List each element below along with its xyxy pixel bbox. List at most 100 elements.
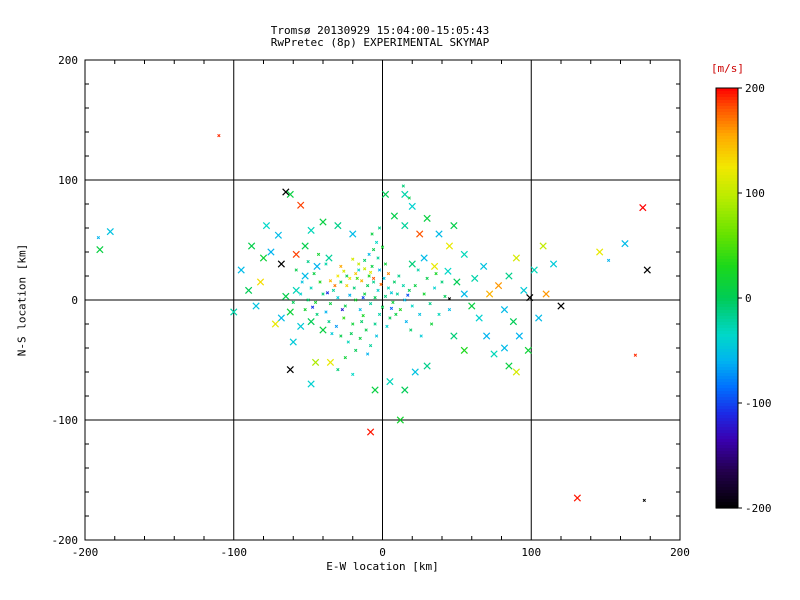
data-point (328, 301, 333, 306)
data-point (483, 332, 491, 340)
colorbar-segment (716, 163, 738, 167)
data-point (339, 264, 343, 269)
colorbar-segment (716, 253, 738, 257)
data-point (395, 292, 400, 296)
data-point (425, 276, 429, 281)
colorbar-segment (716, 265, 738, 269)
colorbar-segment (716, 418, 738, 422)
data-point (321, 292, 325, 296)
data-point (396, 416, 404, 424)
colorbar-segment (716, 211, 738, 215)
colorbar-segment (716, 130, 738, 134)
colorbar-segment (716, 232, 738, 236)
data-point (358, 307, 362, 312)
colorbar-segment (716, 298, 738, 302)
colorbar-segment (716, 340, 738, 344)
colorbar-segment (716, 463, 738, 467)
data-point (357, 268, 361, 272)
data-point (96, 235, 101, 240)
data-point (398, 307, 403, 312)
y-tick-label: 100 (58, 174, 78, 187)
data-point (324, 262, 328, 266)
colorbar-segment (716, 469, 738, 473)
colorbar-segment (716, 193, 738, 197)
data-point (357, 262, 361, 266)
colorbar-segment (716, 445, 738, 449)
data-point (460, 346, 468, 355)
data-point (389, 291, 394, 295)
colorbar-segment (716, 496, 738, 500)
data-point (383, 294, 388, 299)
data-point (429, 322, 434, 326)
data-point (319, 326, 327, 334)
data-point (306, 298, 310, 302)
colorbar-segment (716, 100, 738, 104)
colorbar-segment (716, 307, 738, 311)
colorbar-segment (716, 358, 738, 362)
colorbar-segment (716, 397, 738, 401)
colorbar-segment (716, 310, 738, 314)
data-point (422, 292, 426, 296)
colorbar-segment (716, 286, 738, 290)
colorbar-tick-label: 200 (745, 82, 765, 95)
colorbar-segment (716, 268, 738, 272)
colorbar-segment (716, 406, 738, 410)
colorbar-segment (716, 169, 738, 173)
colorbar-segment (716, 322, 738, 326)
colorbar-segment (716, 379, 738, 383)
data-point (301, 272, 309, 280)
colorbar-segment (716, 223, 738, 227)
data-point (437, 312, 441, 317)
data-point (106, 227, 114, 236)
data-point (512, 254, 520, 262)
data-point (606, 258, 611, 263)
colorbar-segment (716, 388, 738, 392)
data-point (355, 276, 359, 281)
colorbar-segment (716, 160, 738, 164)
colorbar-segment (716, 415, 738, 419)
colorbar-segment (716, 502, 738, 506)
data-point (509, 317, 518, 326)
data-point (500, 344, 509, 352)
colorbar-segment (716, 304, 738, 308)
data-point (450, 221, 458, 230)
colorbar-segment (716, 457, 738, 461)
data-point (362, 267, 367, 271)
data-point (351, 257, 355, 261)
colorbar-segment (716, 202, 738, 206)
data-point (596, 248, 604, 256)
data-point (434, 271, 438, 276)
colorbar-segment (716, 328, 738, 332)
data-point (404, 319, 408, 324)
data-point (354, 271, 358, 276)
colorbar-segment (716, 166, 738, 170)
colorbar-segment (716, 109, 738, 113)
colorbar-segment (716, 262, 738, 266)
colorbar-segment (716, 433, 738, 437)
colorbar-segment (716, 391, 738, 395)
data-point (380, 305, 385, 309)
data-point (312, 271, 316, 276)
data-point (423, 362, 431, 370)
data-point (311, 358, 320, 367)
data-point (364, 328, 368, 332)
data-point (386, 377, 394, 386)
data-point (382, 276, 386, 281)
colorbar-segment (716, 118, 738, 122)
colorbar-tick-label: 100 (745, 187, 765, 200)
data-point (282, 292, 290, 301)
data-point (277, 314, 285, 322)
data-point (373, 295, 377, 300)
data-point (307, 380, 315, 388)
data-point (336, 367, 340, 372)
x-tick-label: 100 (521, 546, 541, 559)
colorbar-segment (716, 466, 738, 470)
data-point (313, 300, 318, 305)
data-point (368, 343, 373, 348)
colorbar-segment (716, 325, 738, 329)
data-point (416, 230, 424, 238)
colorbar-segment (716, 151, 738, 155)
data-point (319, 218, 327, 226)
colorbar-segment (716, 124, 738, 128)
data-point (557, 302, 565, 310)
